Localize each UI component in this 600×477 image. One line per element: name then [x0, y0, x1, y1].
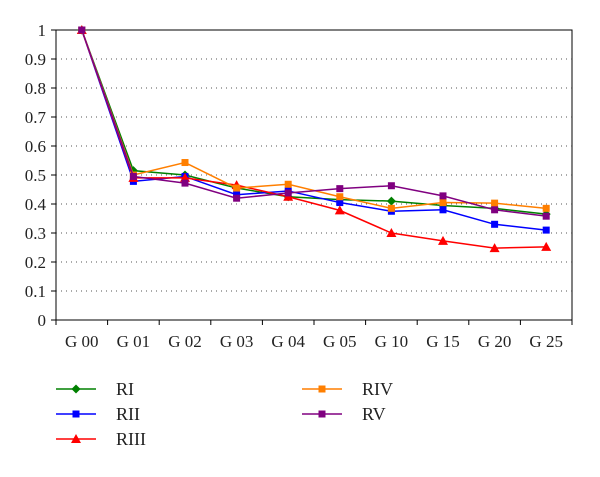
- data-point-riv: [233, 184, 241, 192]
- data-point-rii: [491, 220, 499, 228]
- y-tick-label: 0.1: [25, 282, 46, 301]
- data-point-rii: [542, 226, 550, 234]
- legend-marker-rv: [318, 410, 326, 418]
- y-tick-label: 0.4: [25, 195, 47, 214]
- series-line-rv: [81, 29, 547, 217]
- y-tick-label: 0.3: [25, 224, 46, 243]
- y-tick-label: 1: [38, 21, 47, 40]
- data-point-rv: [129, 172, 137, 180]
- x-tick-label: G 20: [478, 332, 512, 351]
- series-line-riv: [81, 29, 547, 210]
- legend-label-riii: RIII: [116, 429, 146, 449]
- data-point-rv: [78, 26, 86, 34]
- data-point-ri: [386, 196, 396, 206]
- legend-marker-ri: [71, 384, 81, 394]
- legend-marker-rii: [72, 410, 80, 418]
- x-tick-label: G 01: [117, 332, 151, 351]
- data-point-riv: [181, 159, 189, 167]
- y-tick-label: 0.6: [25, 137, 46, 156]
- legend-marker-riii: [71, 434, 81, 443]
- data-point-riv: [491, 199, 499, 207]
- data-point-riii: [334, 205, 345, 215]
- data-point-rv: [336, 185, 344, 193]
- series-line-ri: [81, 29, 547, 215]
- x-tick-label: G 03: [220, 332, 254, 351]
- data-point-rii: [439, 206, 447, 214]
- legend-label-riv: RIV: [362, 379, 393, 399]
- x-tick-label: G 25: [529, 332, 563, 351]
- series-line-riii: [81, 29, 547, 249]
- data-point-rii: [336, 199, 344, 207]
- data-point-riv: [336, 193, 344, 201]
- y-tick-label: 0.9: [25, 50, 46, 69]
- series-line-rii: [81, 29, 547, 231]
- y-tick-label: 0.8: [25, 79, 46, 98]
- data-point-rv: [491, 206, 499, 214]
- x-tick-label: G 02: [168, 332, 202, 351]
- x-tick-label: G 04: [271, 332, 305, 351]
- legend-label-ri: RI: [116, 379, 134, 399]
- x-tick-label: G 05: [323, 332, 357, 351]
- data-point-rv: [439, 192, 447, 200]
- data-point-riii: [438, 235, 448, 245]
- data-point-riv: [387, 204, 395, 212]
- data-point-rv: [233, 194, 241, 202]
- y-tick-label: 0: [38, 311, 47, 330]
- data-point-rv: [387, 182, 395, 190]
- data-point-rv: [542, 212, 550, 220]
- x-tick-label: G 00: [65, 332, 99, 351]
- legend-marker-riv: [318, 385, 326, 393]
- x-tick-label: G 15: [426, 332, 460, 351]
- data-point-riv: [542, 204, 550, 212]
- data-point-rv: [181, 179, 189, 187]
- legend-label-rv: RV: [362, 404, 386, 424]
- data-point-riv: [439, 199, 447, 207]
- data-point-riii: [489, 243, 500, 253]
- x-tick-label: G 10: [375, 332, 409, 351]
- data-point-riii: [541, 241, 552, 251]
- legend-label-rii: RII: [116, 404, 140, 424]
- y-tick-label: 0.2: [25, 253, 46, 272]
- data-point-riv: [284, 180, 292, 188]
- data-point-rv: [284, 189, 292, 197]
- y-tick-label: 0.5: [25, 166, 46, 185]
- y-tick-label: 0.7: [25, 108, 47, 127]
- data-point-riii: [386, 228, 397, 237]
